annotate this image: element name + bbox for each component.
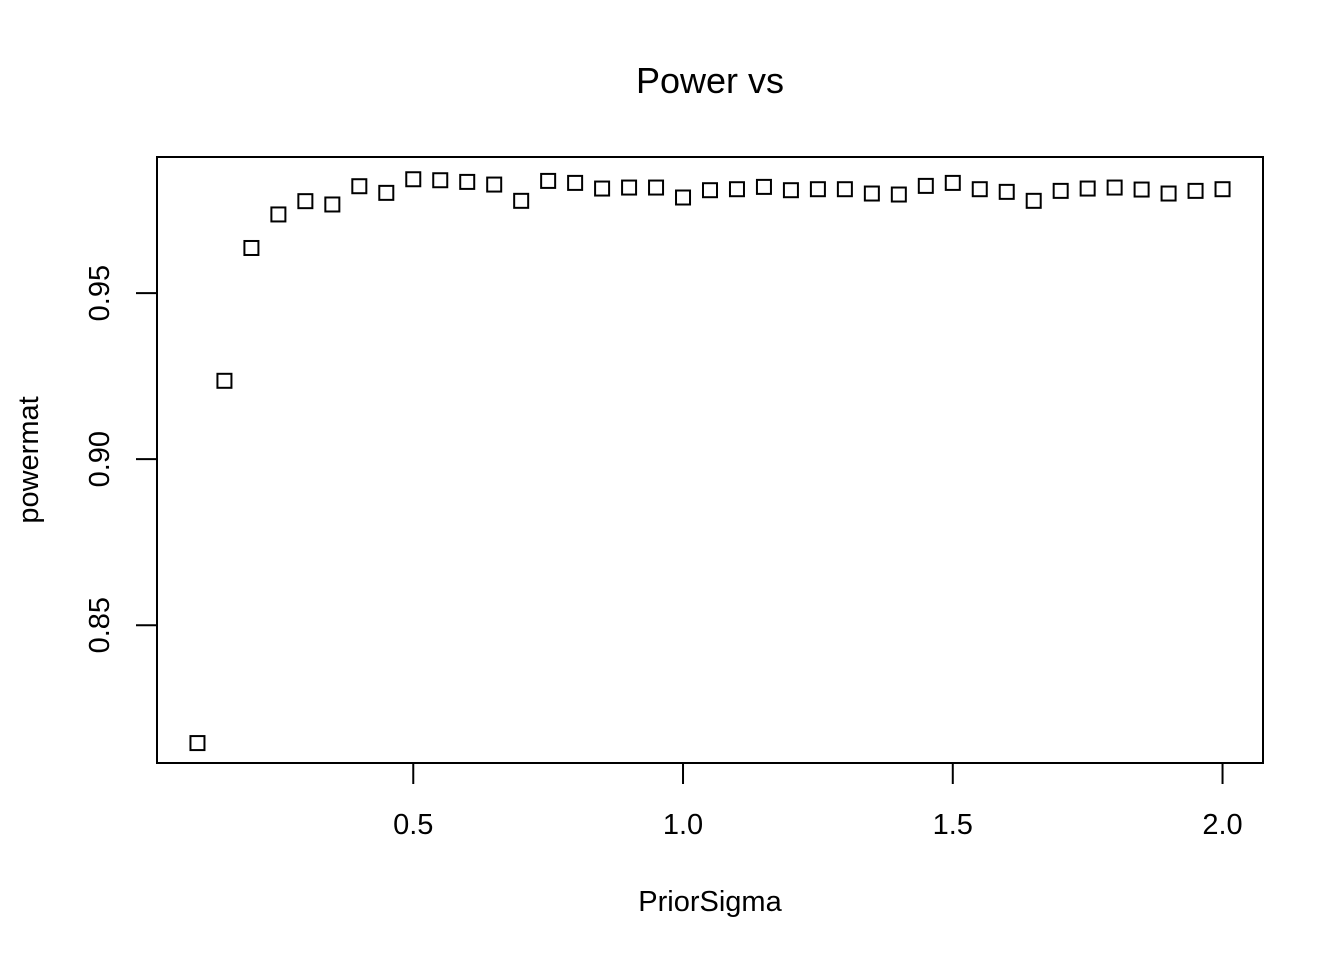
- data-point: [594, 180, 611, 197]
- y-axis: 0.85 0.90 0.95: [84, 265, 158, 653]
- data-point: [998, 183, 1015, 200]
- x-tick-label: 1.5: [933, 809, 973, 841]
- data-point: [432, 172, 449, 189]
- data-point: [836, 181, 853, 198]
- data-point: [1187, 182, 1204, 199]
- y-tick-label: 0.90: [84, 431, 116, 487]
- data-point: [1025, 192, 1042, 209]
- data-point: [1133, 181, 1150, 198]
- data-point: [243, 239, 260, 256]
- data-point: [459, 173, 476, 190]
- data-point: [1214, 181, 1231, 198]
- chart-title: Power vs: [636, 60, 784, 101]
- data-point: [1106, 179, 1123, 196]
- data-point: [567, 174, 584, 191]
- data-point: [782, 182, 799, 199]
- data-point: [189, 735, 206, 752]
- data-point: [890, 186, 907, 203]
- y-tick-label: 0.85: [84, 597, 116, 653]
- data-points: [189, 171, 1231, 752]
- data-point: [675, 189, 692, 206]
- data-point: [486, 176, 503, 193]
- data-point: [702, 182, 718, 199]
- data-point: [216, 372, 233, 389]
- x-axis: 0.5 1.0 1.5 2.0: [393, 762, 1243, 841]
- data-point: [1079, 180, 1096, 197]
- x-tick-label: 1.0: [663, 809, 703, 841]
- data-point: [270, 206, 287, 223]
- data-point: [755, 178, 772, 195]
- y-axis-label: powermat: [13, 396, 45, 523]
- data-point: [971, 181, 988, 198]
- data-point: [1160, 185, 1177, 202]
- data-point: [917, 177, 934, 194]
- data-point: [944, 174, 961, 191]
- data-point: [621, 179, 638, 196]
- data-point: [540, 172, 557, 189]
- x-tick-label: 2.0: [1202, 809, 1242, 841]
- y-tick-label: 0.95: [84, 265, 116, 321]
- data-point: [324, 196, 341, 213]
- data-point: [728, 181, 745, 198]
- data-point: [1052, 182, 1069, 199]
- data-point: [297, 193, 314, 210]
- data-point: [351, 178, 368, 195]
- data-point: [513, 192, 530, 209]
- data-point: [863, 185, 880, 202]
- data-point: [809, 181, 826, 198]
- data-point: [378, 184, 395, 201]
- plot-area-frame: [156, 156, 1264, 764]
- data-point: [648, 179, 665, 196]
- x-tick-label: 0.5: [393, 809, 433, 841]
- x-axis-label: PriorSigma: [638, 886, 782, 918]
- data-point: [405, 171, 422, 188]
